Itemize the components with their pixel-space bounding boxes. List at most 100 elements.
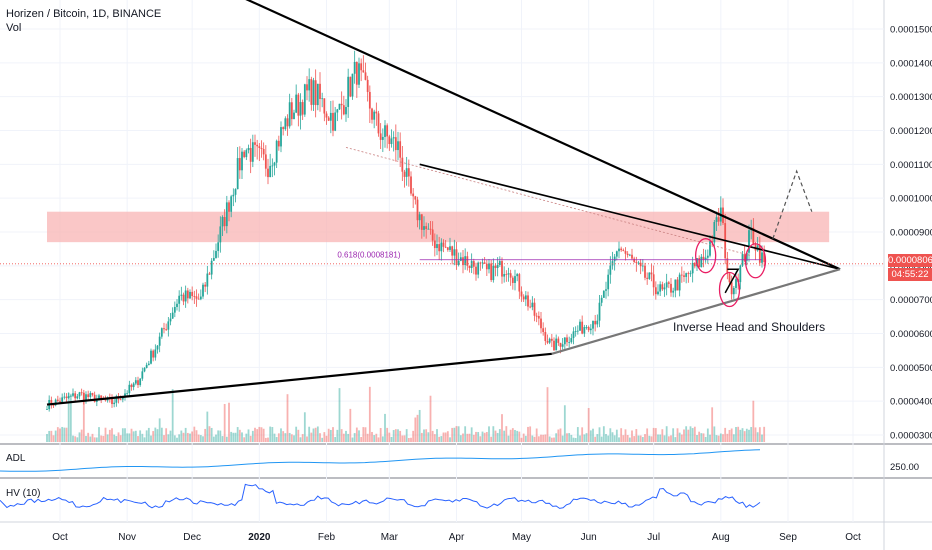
candle [126,393,129,394]
candle [52,405,55,406]
volume-bar [702,433,705,442]
volume-bar [295,426,298,442]
candle [743,254,746,261]
volume-bar [321,437,324,442]
volume-bar [293,435,295,442]
trendline-rising[interactable] [551,268,841,355]
volume-bar [163,435,165,442]
volume-bar [676,428,679,442]
trendline-lower[interactable] [46,352,552,406]
volume-bar [156,429,159,442]
candle [453,249,456,256]
volume-bar [763,426,766,442]
volume-bar [618,437,620,442]
volume-bar [124,428,126,442]
candle [353,61,356,74]
volume-bar [154,427,157,442]
volume-bar [503,430,506,442]
candle [295,94,298,113]
candle [254,142,256,145]
volume-bar [644,434,646,442]
volume-bar [390,436,393,442]
candle [165,329,168,331]
volume-bar [158,418,161,442]
volume-bar [410,437,412,442]
volume-bar [505,426,508,442]
pattern-circle [744,243,767,279]
volume-bar [236,427,239,442]
candle [568,342,571,343]
volume-bar [728,429,731,442]
candle [492,265,495,281]
volume-bar [535,428,538,442]
volume-bar [533,436,536,442]
volume-bar [570,434,573,442]
volume-bar [54,430,57,442]
trendline-middle[interactable] [419,163,841,270]
volume-bar [388,432,391,442]
candle [199,296,202,300]
candle [347,76,350,108]
candle [425,226,428,230]
candle [113,402,116,405]
candle [563,337,566,345]
volume-bar [613,435,616,442]
candle [423,226,425,230]
price-tick-label: 0.00003000 [890,431,932,442]
volume-bar [72,435,74,442]
candle [540,318,542,329]
volume-bar [349,408,352,442]
volume-bar [529,426,532,442]
candle [674,279,677,291]
candle [659,284,662,292]
candle [735,279,737,288]
candle [605,289,607,291]
volume-bar [698,431,701,442]
candle [726,258,729,274]
volume-bar [420,432,423,442]
volume-bar [199,435,202,442]
candle [288,102,291,127]
trendline-upper[interactable] [223,0,841,271]
volume-bar [758,427,761,442]
candle [345,107,347,115]
volume-bar [245,433,248,442]
volume-bar [620,428,623,442]
volume-bar [607,435,610,442]
candle [299,102,302,116]
volume-bar [108,429,111,442]
volume-bar [687,429,690,442]
volume-bar [414,417,417,442]
time-tick-label: Sep [779,532,797,543]
candle [574,331,577,332]
candle [91,393,94,395]
candle [61,397,64,403]
volume-bar [592,428,594,442]
volume-bar [111,428,113,442]
volume-bar [581,427,584,442]
candle [628,254,631,256]
candle [559,342,562,347]
price-tick-label: 0.00012000 [890,126,932,137]
candle [531,302,534,308]
candle [503,274,506,277]
candle [488,263,490,270]
volume-bar [427,432,430,442]
candle [189,291,191,299]
volume-bar [366,433,369,442]
candle [518,274,521,292]
candle [761,252,763,263]
volume-bar [501,414,503,442]
candle [280,127,282,147]
volume-bar [646,428,649,442]
candle [100,395,103,399]
volume-bar [338,388,341,442]
volume-bar [288,432,291,442]
candle [351,73,354,97]
volume-bar [82,392,85,442]
volume-bar [377,437,380,442]
volume-bar [353,433,356,442]
candle [546,341,549,343]
candle [87,394,90,397]
